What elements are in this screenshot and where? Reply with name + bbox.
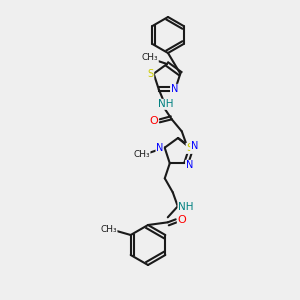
Text: CH₃: CH₃ bbox=[142, 53, 158, 62]
Text: O: O bbox=[149, 116, 158, 126]
Text: NH: NH bbox=[178, 202, 194, 212]
Text: CH₃: CH₃ bbox=[134, 150, 150, 159]
Text: N: N bbox=[156, 143, 164, 153]
Text: N: N bbox=[185, 160, 193, 170]
Text: CH₃: CH₃ bbox=[100, 224, 117, 233]
Text: N: N bbox=[170, 84, 178, 94]
Text: NH: NH bbox=[158, 99, 173, 109]
Text: O: O bbox=[177, 215, 186, 225]
Text: S: S bbox=[148, 69, 154, 79]
Text: N: N bbox=[190, 141, 198, 151]
Text: S: S bbox=[186, 143, 193, 153]
